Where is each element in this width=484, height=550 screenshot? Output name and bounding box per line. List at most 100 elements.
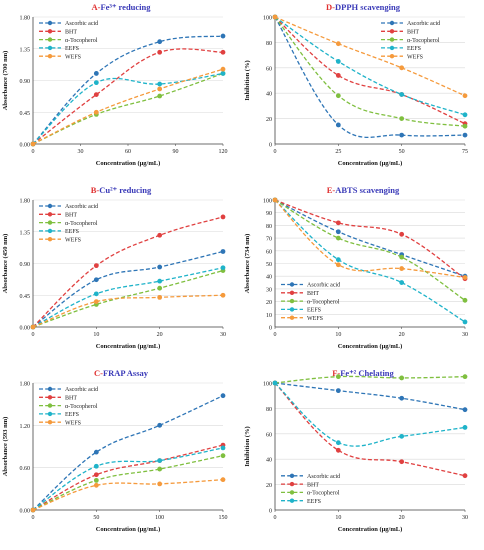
data-point-wefs <box>220 66 226 72</box>
chart-svg: 0 20 40 60 80 100 0 10 20 30 Concentration (μg/mL)… <box>244 374 468 533</box>
y-tick-label: 80 <box>266 41 272 47</box>
chart-svg: 0 20 40 60 80 100 0 25 50 75 Concentration (μg/mL)… <box>244 14 468 167</box>
chart-title-name: Cu²⁺ reducing <box>99 185 152 195</box>
y-tick-label: 60 <box>266 432 272 438</box>
legend-marker-wefs <box>47 420 53 425</box>
data-point-wefs <box>93 299 99 304</box>
y-tick-label: 60 <box>266 249 272 255</box>
legend-label-eefs: EEFS <box>407 46 421 52</box>
legend-marker-bht <box>289 290 295 295</box>
series-line-ascorbic-acid <box>274 382 466 411</box>
y-tick-label: 1.35 <box>20 230 31 236</box>
data-point-eefs <box>462 425 468 430</box>
data-point-alpha-tocopherol <box>93 477 99 483</box>
x-axis-label: Concentration (μg/mL) <box>338 160 403 167</box>
data-point-ascorbic-acid <box>220 393 226 399</box>
data-point-wefs <box>399 65 405 71</box>
chart-title: E-ABTS scavenging <box>242 185 484 195</box>
x-tick-label: 0 <box>32 515 35 521</box>
y-tick-label: 1.80 <box>20 382 31 388</box>
y-tick-label: 20 <box>266 483 272 489</box>
series-line-eefs <box>274 16 466 116</box>
series-line-eefs <box>32 72 224 145</box>
data-point-wefs <box>30 507 36 513</box>
legend-label-eefs: EEFS <box>65 412 79 418</box>
y-tick-label: 1.80 <box>20 16 31 22</box>
data-point-wefs <box>462 93 468 99</box>
data-point-ascorbic-acid <box>93 277 99 283</box>
y-tick-label: 0.00 <box>20 509 31 515</box>
series-line-bht <box>32 48 224 145</box>
series-line-eefs <box>32 267 224 328</box>
legend-marker-alpha-tocopherol <box>47 220 53 225</box>
legend-label-ascorbic-acid: Ascorbic acid <box>407 21 440 27</box>
legend-marker-ascorbic-acid <box>289 473 295 478</box>
x-tick-label: 0 <box>32 332 35 338</box>
legend-label-ascorbic-acid: Ascorbic acid <box>307 474 340 480</box>
x-tick-label: 100 <box>155 515 164 521</box>
legend-label-wefs: WEFS <box>65 420 81 426</box>
chart-title-letter: C- <box>93 368 103 378</box>
y-tick-label: 70 <box>266 237 272 243</box>
x-tick-label: 30 <box>462 515 468 521</box>
series-line-ascorbic-acid <box>274 16 466 138</box>
data-point-alpha-tocopherol <box>335 235 341 241</box>
y-tick-label: 0.90 <box>20 79 31 85</box>
series-line-ascorbic-acid <box>32 250 224 328</box>
chart-panel-cu2-reducing: B-Cu²⁺ reducing 0.00 0.45 0.90 1.35 1.80 0 10 2… <box>0 183 242 366</box>
data-point-wefs <box>157 294 163 300</box>
y-tick-label: 0.00 <box>20 326 31 332</box>
data-point-ascorbic-acid <box>157 264 163 270</box>
data-point-eefs <box>335 59 341 64</box>
chart-svg: 0 10 20 30 40 50 60 70 80 90 100 0 10 20 30 Concentrati… <box>244 197 468 350</box>
data-point-wefs <box>335 262 341 268</box>
data-point-ascorbic-acid <box>220 33 226 39</box>
x-tick-label: 30 <box>220 332 226 338</box>
legend-label-wefs: WEFS <box>65 237 81 243</box>
data-point-bht <box>335 447 341 453</box>
data-point-alpha-tocopherol <box>399 254 405 260</box>
legend-label-wefs: WEFS <box>407 54 423 60</box>
series-line-alpha-tocopherol <box>32 269 224 328</box>
legend-marker-wefs <box>47 54 53 59</box>
y-tick-label: 30 <box>266 287 272 293</box>
data-point-eefs <box>220 445 226 451</box>
legend-marker-eefs <box>389 45 395 51</box>
data-point-wefs <box>272 197 278 203</box>
chart-title: B-Cu²⁺ reducing <box>0 185 242 196</box>
series-line-wefs <box>32 294 224 328</box>
legend-marker-ascorbic-acid <box>47 386 53 392</box>
chart-title-name: DPPH scavenging <box>335 2 400 12</box>
data-point-alpha-tocopherol <box>220 453 226 459</box>
series-line-alpha-tocopherol <box>274 16 466 127</box>
x-tick-label: 90 <box>173 149 179 155</box>
x-tick-label: 0 <box>32 149 35 155</box>
data-point-eefs <box>399 280 405 285</box>
x-tick-label: 0 <box>274 332 277 338</box>
data-point-bht <box>399 459 405 465</box>
data-point-alpha-tocopherol <box>462 123 468 129</box>
y-tick-label: 100 <box>263 16 272 22</box>
data-point-wefs <box>30 141 36 147</box>
x-axis-label: Concentration (μg/mL) <box>96 160 161 167</box>
data-point-eefs <box>399 92 405 97</box>
chart-title-name: Fe³⁺ reducing <box>100 2 151 12</box>
series-line-alpha-tocopherol <box>32 455 224 511</box>
legend-marker-wefs <box>389 54 395 59</box>
data-point-wefs <box>462 275 468 280</box>
chart-title: F-Fe⁺² Chelating <box>242 368 484 379</box>
x-tick-label: 0 <box>274 149 277 155</box>
data-point-eefs <box>157 278 163 284</box>
chart-title-letter: B- <box>90 185 100 195</box>
y-tick-label: 90 <box>266 211 272 217</box>
x-tick-label: 25 <box>335 149 341 155</box>
chart-title-name: ABTS scavenging <box>335 185 400 195</box>
chart-panel-fe2-chelating: F-Fe⁺² Chelating 0 20 40 60 80 100 0 10 20 30 Conc… <box>242 366 484 549</box>
data-point-bht <box>335 220 341 226</box>
data-point-ascorbic-acid <box>220 249 226 254</box>
x-axis-label: Concentration (μg/mL) <box>96 526 161 533</box>
y-tick-label: 100 <box>263 199 272 205</box>
data-point-ascorbic-acid <box>93 71 99 76</box>
data-point-wefs <box>220 477 226 483</box>
data-point-ascorbic-acid <box>462 132 468 138</box>
